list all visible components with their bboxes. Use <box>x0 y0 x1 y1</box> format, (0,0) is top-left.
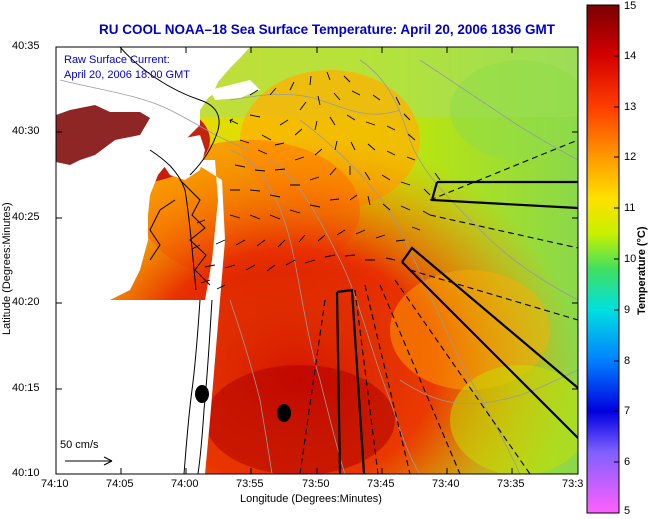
scale-label: 50 cm/s <box>60 439 99 451</box>
axis-ticks <box>55 46 578 475</box>
colorbar-tick-label: 12 <box>624 151 637 163</box>
inset-line-2: April 20, 2006 18:00 GMT <box>64 69 190 81</box>
x-axis-title: Longitude (Degrees:Minutes) <box>240 493 382 505</box>
colorbar-tick-label: 8 <box>624 355 631 367</box>
colorbar-tick-label: 7 <box>624 405 631 417</box>
y-tick-label: 40:15 <box>12 382 40 394</box>
x-tick-label: 73:40 <box>432 478 460 490</box>
y-tick-label: 40:35 <box>12 40 40 52</box>
x-tick-label: 73:55 <box>236 478 264 490</box>
colorbar-tick-label: 11 <box>624 202 636 214</box>
y-tick-label: 40:10 <box>12 467 40 479</box>
x-tick-label: 74:00 <box>171 478 199 490</box>
x-tick-label: 74:10 <box>41 478 69 490</box>
scale-arrow <box>65 456 113 466</box>
colorbar <box>587 5 619 513</box>
x-tick-label: 73:35 <box>497 478 525 490</box>
x-tick-label: 73:45 <box>367 478 395 490</box>
colorbar-tick-label: 9 <box>624 304 631 316</box>
station-marker <box>195 385 209 403</box>
bathymetry-contours <box>59 59 578 474</box>
map-title: RU COOL NOAA–18 Sea Surface Temperature:… <box>99 22 555 37</box>
inset-legend: Raw Surface Current: April 20, 2006 18:0… <box>64 53 190 83</box>
current-vectors <box>191 71 441 290</box>
colorbar-tick-label: 15 <box>624 0 637 12</box>
colorbar-tick-label: 5 <box>624 505 631 517</box>
x-tick-label: 73:50 <box>302 478 330 490</box>
colorbar-tick-label: 10 <box>624 253 637 265</box>
colorbar-tick-label: 6 <box>624 456 631 468</box>
x-tick-label: 73:3 <box>562 478 584 490</box>
x-tick-label: 74:05 <box>106 478 134 490</box>
inset-line-1: Raw Surface Current: <box>64 54 170 66</box>
colorbar-tick-label: 14 <box>624 50 637 62</box>
survey-lines <box>299 139 578 474</box>
coastline <box>119 47 220 474</box>
y-tick-label: 40:30 <box>12 125 40 137</box>
station-marker <box>277 404 291 422</box>
y-tick-label: 40:25 <box>12 211 40 223</box>
colorbar-ticks <box>614 4 619 514</box>
colorbar-title: Temperature (°C) <box>636 226 648 315</box>
y-tick-label: 40:20 <box>12 296 40 308</box>
y-axis-title: Latitude (Degrees:Minutes) <box>1 202 13 335</box>
land <box>56 47 260 474</box>
colorbar-tick-label: 13 <box>624 101 637 113</box>
